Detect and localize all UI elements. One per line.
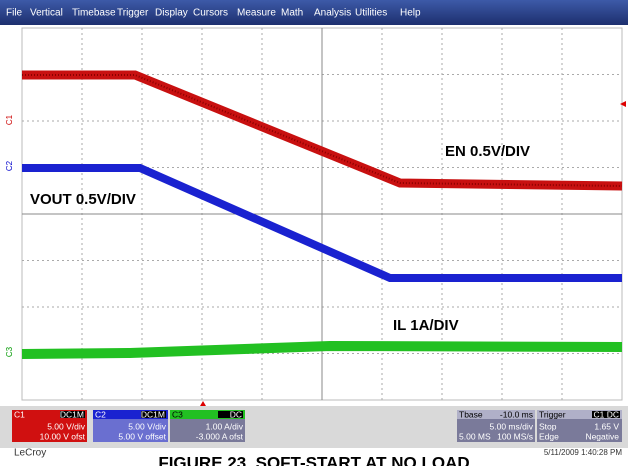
- menu-item[interactable]: Measure: [237, 8, 276, 19]
- label-il: IL 1A/DIV: [393, 317, 459, 334]
- trigger-level: 1.65 V: [594, 421, 619, 431]
- timebase-delay: -10.0 ms: [500, 409, 533, 419]
- menu-item[interactable]: Cursors: [193, 8, 228, 19]
- menu-item[interactable]: Utilities: [355, 8, 387, 19]
- label-en: EN 0.5V/DIV: [445, 143, 530, 160]
- brand: LeCroy: [14, 448, 46, 459]
- timebase-rate: 100 MS/s: [497, 431, 533, 441]
- menu-item[interactable]: Vertical: [30, 8, 63, 19]
- scope-screen: FileVerticalTimebaseTriggerDisplayCursor…: [0, 0, 628, 466]
- coupling: DC: [230, 409, 242, 419]
- timebase-scale: 5.00 ms/div: [490, 421, 534, 431]
- marker-c2: C2: [5, 160, 14, 171]
- menu-item[interactable]: Help: [400, 8, 421, 19]
- menu-item[interactable]: File: [6, 8, 23, 19]
- trigger-type: Edge: [539, 431, 559, 441]
- time-marker: [200, 401, 206, 406]
- trigger-slope: Negative: [585, 431, 619, 441]
- channel-name: C1: [14, 409, 25, 419]
- menu-item[interactable]: Analysis: [314, 8, 351, 19]
- offset: -3.000 A ofst: [196, 431, 244, 441]
- menu-item[interactable]: Trigger: [117, 8, 149, 19]
- trigger-source: C1 DC: [593, 409, 619, 419]
- menu-item[interactable]: Timebase: [72, 8, 116, 19]
- marker-c3: C3: [5, 346, 14, 357]
- channel-name: C3: [172, 409, 183, 419]
- timebase-samples: 5.00 MS: [459, 431, 491, 441]
- coupling: DC1M: [60, 409, 84, 419]
- menu-item[interactable]: Display: [155, 8, 188, 19]
- offset: 5.00 V offset: [118, 431, 166, 441]
- menu-item[interactable]: Math: [281, 8, 303, 19]
- trigger-title: Trigger: [539, 409, 566, 419]
- marker-c1: C1: [5, 114, 14, 125]
- scale: 5.00 V/div: [47, 421, 86, 431]
- label-vout: VOUT 0.5V/DIV: [30, 191, 136, 208]
- trigger-mode: Stop: [539, 421, 557, 431]
- channel-name: C2: [95, 409, 106, 419]
- coupling: DC1M: [141, 409, 165, 419]
- caption: FIGURE 23. SOFT-START AT NO LOAD: [158, 453, 469, 466]
- scale: 5.00 V/div: [128, 421, 167, 431]
- timestamp: 5/11/2009 1:40:28 PM: [544, 448, 622, 457]
- scale: 1.00 A/div: [206, 421, 244, 431]
- timebase-title: Tbase: [459, 409, 483, 419]
- offset: 10.00 V ofst: [40, 431, 86, 441]
